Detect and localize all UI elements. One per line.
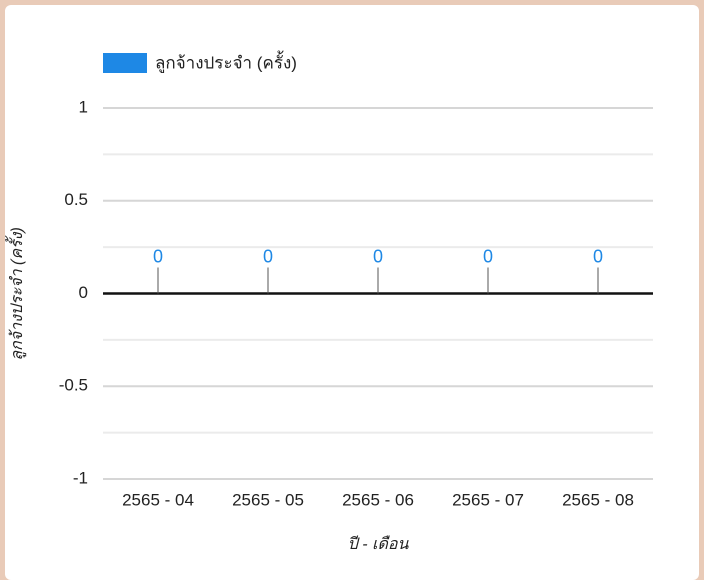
x-tick-label: 2565 - 08 <box>562 490 634 509</box>
y-tick-label: -0.5 <box>59 376 88 395</box>
y-tick-label: 0.5 <box>64 190 88 209</box>
x-tick-label: 2565 - 07 <box>452 490 524 509</box>
x-tick-label: 2565 - 05 <box>232 490 304 509</box>
y-axis-title: ลูกจ้างประจำ (ครั้ง) <box>5 227 27 361</box>
data-label: 0 <box>373 246 383 266</box>
data-label: 0 <box>483 246 493 266</box>
x-tick-label: 2565 - 04 <box>122 490 194 509</box>
legend-label: ลูกจ้างประจำ (ครั้ง) <box>155 50 297 73</box>
data-label: 0 <box>263 246 273 266</box>
y-tick-label: -1 <box>73 468 88 487</box>
x-axis-title: ปี - เดือน <box>348 535 410 553</box>
x-tick-label: 2565 - 06 <box>342 490 414 509</box>
y-tick-label: 1 <box>79 97 88 116</box>
y-tick-label: 0 <box>79 283 88 302</box>
legend-swatch <box>103 53 147 73</box>
data-label: 0 <box>593 246 603 266</box>
data-label: 0 <box>153 246 163 266</box>
